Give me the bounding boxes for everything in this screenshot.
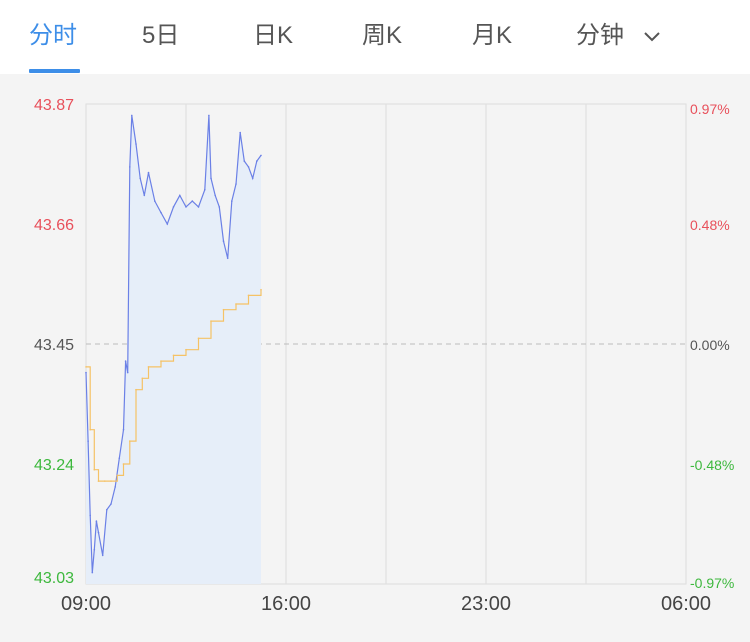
price-point (135, 143, 137, 145)
intraday-chart: 43.87 43.66 43.45 43.24 43.03 0.97% 0.48% 0.00… (34, 97, 734, 615)
average-price-point (110, 480, 112, 482)
average-price-point (129, 440, 131, 442)
price-point (172, 206, 175, 208)
time-tick-label: 23:00 (461, 593, 511, 615)
tab-weekly-k[interactable]: 周K (362, 22, 403, 49)
price-point (214, 194, 216, 197)
percent-tick-label: 0.97% (690, 101, 730, 117)
price-point (166, 223, 169, 225)
chart-tab-bar: 分时 5日 日K 周K 月K 分钟 (0, 0, 750, 74)
percent-axis-labels: 0.97% 0.48% 0.00% -0.48% -0.97% (690, 101, 734, 591)
average-price-point (210, 320, 212, 322)
price-point (185, 206, 187, 208)
average-price-point (104, 480, 106, 482)
price-point (154, 200, 156, 202)
price-point (131, 114, 133, 117)
tab-5-day[interactable]: 5日 (142, 22, 180, 49)
average-price-point (85, 366, 87, 368)
price-point (85, 371, 87, 374)
time-tick-label: 09:00 (61, 593, 111, 615)
price-point (235, 183, 237, 185)
average-price-point (185, 348, 187, 351)
price-point (160, 211, 162, 214)
average-price-series-points (85, 288, 262, 482)
tab-monthly-k[interactable]: 月K (472, 22, 513, 49)
average-price-point (89, 428, 91, 431)
average-price-point (197, 337, 200, 340)
price-point (91, 571, 94, 574)
price-point (126, 371, 129, 374)
price-point (204, 188, 206, 191)
price-point (147, 171, 150, 174)
price-point (260, 154, 262, 157)
average-price-point (247, 294, 250, 297)
price-point (239, 131, 241, 134)
price-point (114, 486, 116, 488)
active-tab-indicator (29, 69, 80, 73)
price-point (226, 257, 229, 260)
price-point (95, 520, 98, 522)
price-point (97, 531, 100, 534)
price-point (124, 360, 127, 362)
price-point (210, 177, 212, 180)
price-point (101, 554, 104, 557)
price-point (139, 177, 141, 180)
price-point (191, 200, 194, 202)
price-point (89, 514, 91, 517)
percent-tick-label: 0.00% (690, 337, 730, 353)
chevron-down-icon[interactable] (642, 26, 662, 46)
price-point (122, 428, 125, 431)
price-point (106, 508, 108, 511)
average-price-series-line (86, 289, 262, 482)
price-point (222, 240, 225, 242)
price-point (218, 206, 221, 208)
average-price-point (135, 388, 137, 391)
price-series-line (85, 115, 262, 573)
price-point (247, 166, 250, 168)
price-tick-label: 43.87 (34, 97, 74, 114)
average-price-point (116, 474, 119, 477)
average-price-point (172, 354, 175, 357)
price-point (143, 194, 146, 197)
time-tick-label: 16:00 (261, 593, 311, 615)
average-price-point (97, 480, 100, 482)
average-price-point (160, 360, 162, 362)
percent-tick-label: -0.97% (690, 575, 734, 591)
time-tick-label: 06:00 (661, 593, 711, 615)
price-point (231, 200, 233, 202)
average-price-point (93, 468, 96, 471)
price-tick-label: 43.24 (34, 457, 74, 474)
average-price-point (141, 377, 144, 380)
average-price-point (222, 308, 225, 311)
price-point (118, 457, 121, 460)
price-point (208, 114, 210, 117)
percent-tick-label: 0.48% (690, 217, 730, 233)
price-axis-labels: 43.87 43.66 43.45 43.24 43.03 (34, 97, 74, 587)
price-tick-label: 43.03 (34, 570, 74, 587)
average-price-point (235, 303, 237, 305)
price-point (179, 194, 181, 197)
tab-daily-k[interactable]: 日K (253, 22, 294, 49)
price-point (93, 548, 96, 551)
price-point (251, 177, 254, 180)
price-point (87, 440, 89, 442)
price-point (129, 166, 131, 168)
price-tick-label: 43.45 (34, 337, 74, 354)
price-point (110, 503, 112, 505)
price-tick-label: 43.66 (34, 217, 74, 234)
price-area (86, 115, 261, 585)
price-point (197, 206, 200, 208)
average-price-point (260, 288, 262, 291)
percent-tick-label: -0.48% (690, 457, 734, 473)
price-series-points (85, 114, 262, 574)
average-price-point (122, 463, 125, 465)
price-point (243, 160, 246, 162)
price-point (255, 160, 258, 162)
tab-minute[interactable]: 分钟 (576, 22, 624, 49)
average-price-point (147, 366, 150, 368)
time-axis-labels: 09:00 16:00 23:00 06:00 (61, 593, 711, 615)
tab-intraday[interactable]: 分时 (29, 22, 77, 49)
